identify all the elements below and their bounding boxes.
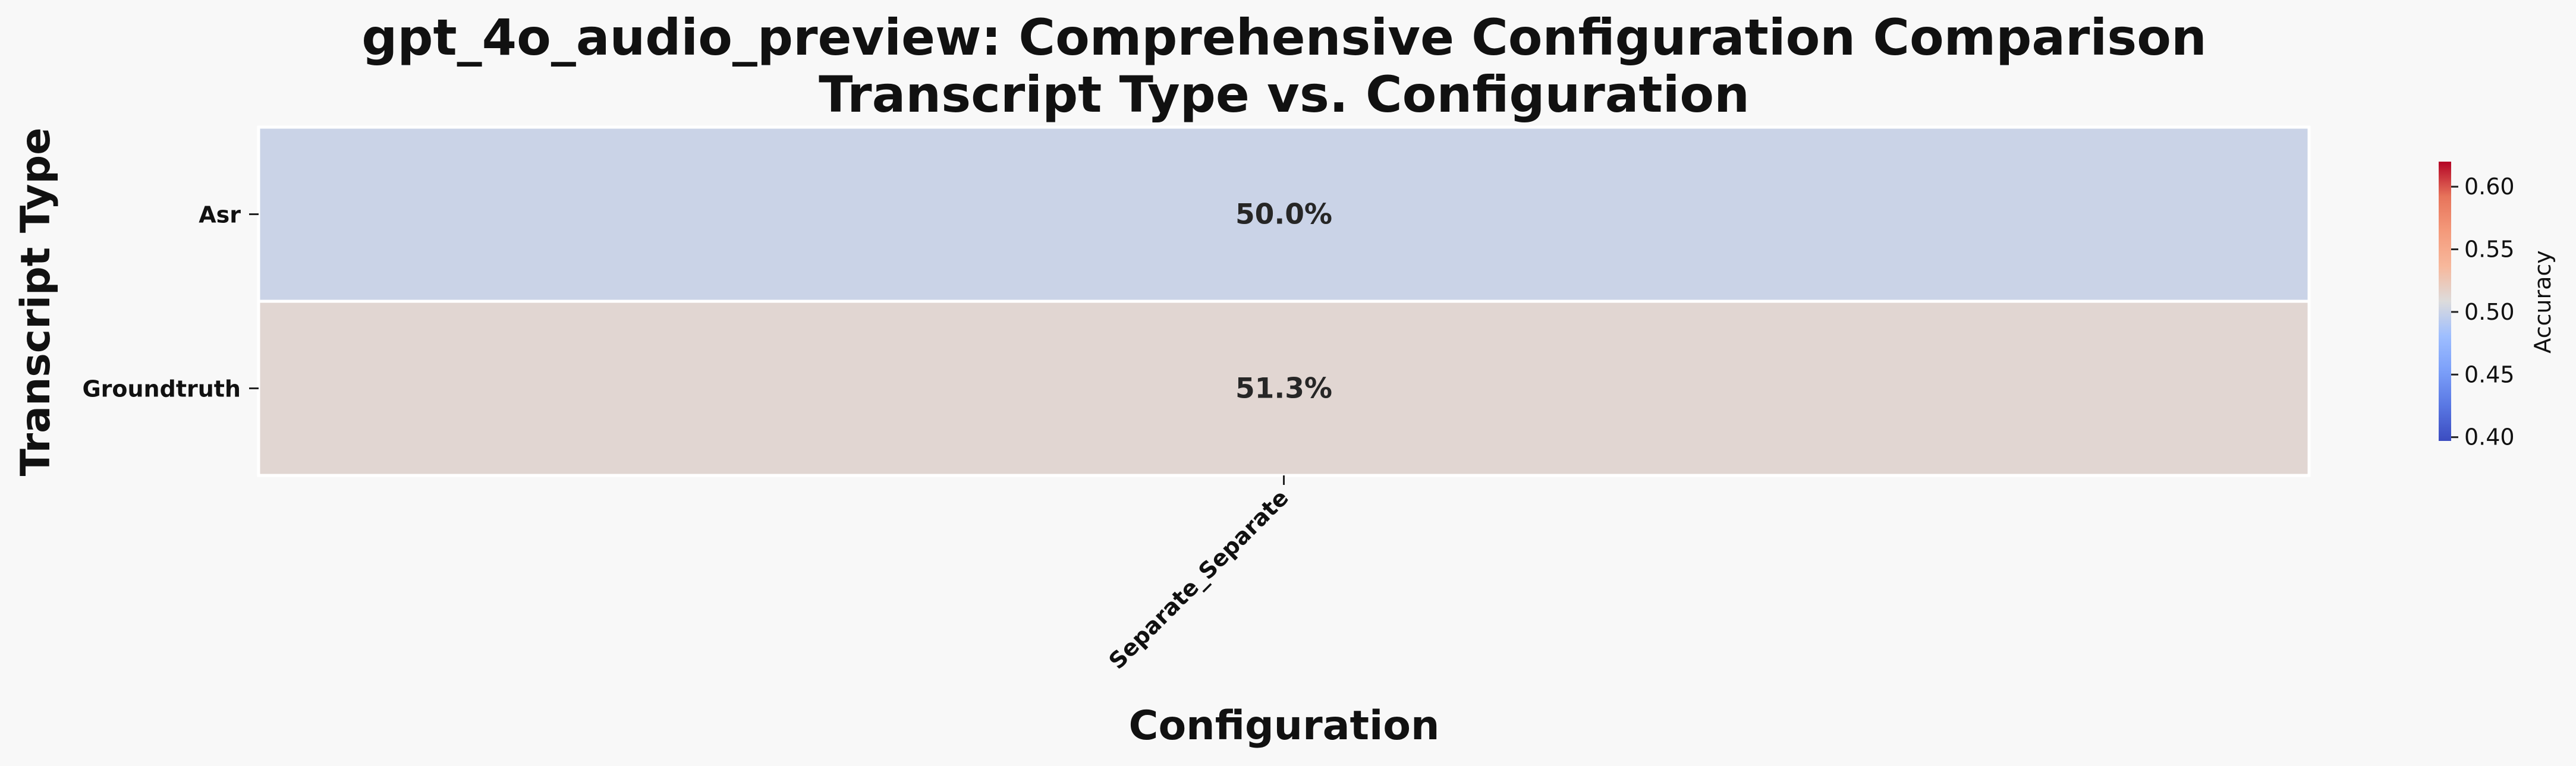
heatmap-cell-label: 50.0% [1235, 198, 1332, 231]
heatmap-cells: 50.0% 51.3% [257, 125, 2311, 477]
y-axis-ticks: Asr Groundtruth [82, 202, 259, 402]
colorbar-tick-label: 0.50 [2464, 299, 2515, 325]
colorbar-tick-label: 0.45 [2464, 361, 2515, 387]
colorbar-label: Accuracy [2530, 250, 2556, 354]
heatmap-cell [257, 300, 2311, 477]
colorbar-tick-label: 0.40 [2464, 424, 2515, 450]
y-tick-label: Groundtruth [82, 376, 241, 402]
colorbar-tick-label: 0.60 [2464, 174, 2515, 200]
chart-title: gpt_4o_audio_preview: Comprehensive Conf… [361, 8, 2207, 67]
heatmap-cell [257, 125, 2311, 303]
heatmap-cell-label: 51.3% [1235, 373, 1332, 405]
chart-subtitle: Transcript Type vs. Configuration [819, 65, 1750, 124]
y-axis-title: Transcript Type [12, 128, 59, 477]
colorbar-gradient [2439, 162, 2451, 441]
colorbar-tick-label: 0.55 [2464, 237, 2515, 263]
colorbar: 0.40 0.45 0.50 0.55 0.60 [2439, 162, 2515, 450]
x-axis-title: Configuration [1129, 702, 1440, 749]
x-tick-label: Separate_Separate [1104, 484, 1294, 674]
x-axis-ticks: Separate_Separate [1104, 475, 1294, 674]
y-tick-label: Asr [199, 202, 241, 228]
